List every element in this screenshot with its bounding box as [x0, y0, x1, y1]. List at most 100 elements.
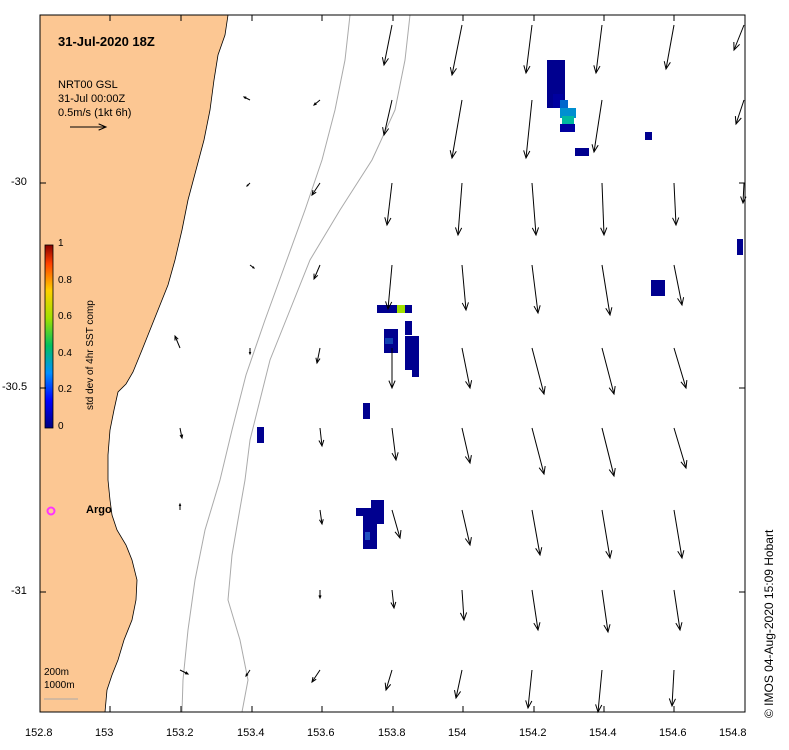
current-arrow — [319, 427, 323, 447]
current-arrow-head — [384, 217, 392, 227]
current-arrow-head — [680, 459, 688, 470]
legend-scale: 0.5m/s (1kt 6h) — [58, 107, 132, 119]
current-arrow — [451, 99, 463, 159]
legend-source: NRT00 GSL — [58, 79, 118, 91]
current-arrow-head — [248, 351, 252, 356]
current-arrow — [461, 347, 471, 389]
sst-stddev-cell — [651, 280, 665, 296]
current-arrow-head — [311, 676, 317, 684]
current-arrow-head — [394, 529, 402, 540]
current-arrow-head — [388, 380, 396, 390]
current-arrow-head — [535, 547, 543, 557]
current-arrow-head — [454, 690, 461, 700]
current-arrow — [531, 509, 541, 556]
current-arrow-head — [533, 305, 541, 315]
sst-stddev-cell — [575, 148, 589, 156]
current-arrow-head — [608, 468, 616, 478]
sst-stddev-cell — [257, 427, 264, 443]
x-tick-label: 153.8 — [378, 727, 406, 739]
current-arrow-head — [174, 334, 179, 341]
current-arrow-head — [454, 227, 463, 237]
sst-stddev-cell — [562, 116, 574, 124]
colorbar-title: std dev of 4hr SST comp — [85, 300, 96, 410]
sst-stddev-cell — [363, 403, 370, 419]
current-arrow-head — [600, 227, 608, 237]
current-arrow-head — [672, 217, 680, 227]
current-arrow — [733, 24, 745, 51]
current-arrow — [595, 24, 603, 74]
current-arrow — [179, 427, 183, 439]
current-arrow-head — [382, 127, 390, 137]
current-arrow-head — [391, 452, 399, 462]
credit-text: © IMOS 04-Aug-2020 15:09 Hobart — [762, 529, 776, 718]
current-arrow — [601, 509, 611, 559]
y-tick-label: -30 — [11, 176, 27, 188]
current-arrow — [386, 182, 393, 226]
current-arrow — [673, 182, 677, 226]
colorbar-tick-label: 0.2 — [58, 384, 72, 395]
current-arrow — [455, 669, 463, 699]
current-arrow-head — [390, 601, 397, 610]
sst-stddev-cell — [405, 321, 412, 335]
current-arrow — [316, 347, 321, 364]
x-tick-label: 154.6 — [659, 727, 687, 739]
current-arrow-head — [525, 700, 533, 710]
y-tick-label: -31 — [11, 585, 27, 597]
contour-label-1000m: 1000m — [44, 680, 75, 691]
current-arrow — [385, 669, 393, 691]
current-arrow — [319, 509, 323, 525]
current-arrow-head — [242, 96, 247, 100]
current-arrow — [451, 24, 463, 76]
current-arrow — [313, 264, 321, 280]
current-arrow — [525, 24, 533, 74]
current-arrow-head — [605, 550, 613, 560]
current-arrow — [601, 427, 615, 477]
current-arrow-head — [461, 302, 469, 312]
sst-stddev-cell — [560, 108, 576, 118]
current-arrow — [461, 427, 471, 464]
current-arrow-head — [668, 698, 676, 708]
current-arrow-head — [385, 301, 393, 311]
sst-stddev-cell — [560, 100, 568, 108]
current-arrow-head — [595, 704, 603, 714]
current-arrow — [311, 182, 321, 196]
x-tick-label: 154.4 — [589, 727, 617, 739]
current-arrow — [531, 182, 537, 236]
current-arrow — [531, 347, 545, 395]
land-mass — [39, 14, 229, 713]
sst-stddev-cell — [645, 132, 652, 140]
sst-stddev-cell — [553, 94, 563, 108]
colorbar-tick-label: 0.6 — [58, 311, 72, 322]
colorbar — [44, 244, 54, 429]
current-arrow — [391, 509, 401, 539]
current-arrow-head — [465, 380, 473, 390]
current-arrow — [531, 589, 539, 631]
contour-200m — [181, 14, 351, 713]
argo-label: Argo — [86, 504, 112, 516]
current-arrow-head — [523, 150, 531, 160]
current-arrow-head — [680, 379, 688, 390]
colorbar-tick-label: 0.8 — [58, 275, 72, 286]
x-tick-label: 154.8 — [719, 727, 747, 739]
x-tick-label: 154 — [448, 727, 467, 739]
current-arrow — [391, 427, 397, 461]
current-arrow — [593, 99, 603, 153]
colorbar-tick-label: 0.4 — [58, 348, 72, 359]
current-arrow-head — [538, 386, 546, 396]
x-tick-label: 153.2 — [166, 727, 194, 739]
current-arrow-head — [245, 673, 249, 678]
current-arrow-head — [319, 519, 324, 526]
current-arrow-head — [740, 196, 747, 205]
current-arrow-head — [381, 57, 389, 67]
current-arrow — [735, 99, 745, 125]
current-arrow-head — [733, 41, 740, 52]
current-arrow — [601, 589, 609, 633]
current-arrow — [391, 589, 395, 609]
current-arrow — [673, 347, 687, 389]
current-arrow-head — [449, 150, 457, 160]
current-arrow-head — [449, 67, 457, 77]
colorbar-tick-label: 0 — [58, 421, 64, 432]
current-arrow-head — [608, 386, 616, 396]
current-arrow-head — [663, 61, 671, 71]
current-arrow-head — [464, 537, 472, 547]
